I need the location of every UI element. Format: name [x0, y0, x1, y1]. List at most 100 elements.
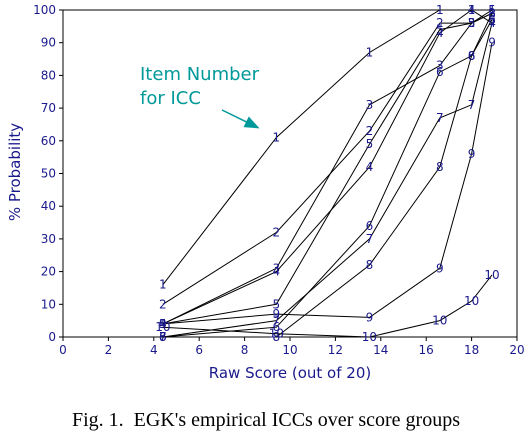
point-label: 10 [155, 320, 170, 334]
point-label: 5 [488, 3, 496, 17]
point-label: 6 [366, 219, 374, 233]
x-tick-label: 2 [105, 343, 113, 357]
plot-frame [62, 9, 518, 338]
series-line [162, 13, 493, 338]
point-label: 10 [464, 294, 479, 308]
point-label: 1 [159, 278, 167, 292]
point-label: 4 [159, 317, 167, 331]
point-label: 6 [436, 65, 444, 79]
point-label: 3 [436, 59, 444, 73]
point-label: 7 [468, 98, 476, 112]
series-line [162, 9, 493, 325]
series-line [162, 42, 493, 325]
point-label: 8 [159, 330, 167, 344]
series-item-10: 10 10 10 10 10 10 [155, 268, 499, 344]
point-label: 2 [436, 16, 444, 30]
point-label: 2 [366, 124, 374, 138]
y-tick-label: 60 [41, 134, 56, 148]
point-label: 5 [468, 16, 476, 30]
point-label: 6 [273, 320, 281, 334]
x-tick-label: 10 [282, 343, 297, 357]
x-tick-label: 16 [419, 343, 434, 357]
point-label: 2 [273, 225, 281, 239]
point-label: 3 [488, 6, 496, 20]
series-item-8: 8 8 8 8 8 8 [159, 6, 496, 344]
x-tick-label: 20 [509, 343, 524, 357]
x-tick-label: 0 [59, 343, 67, 357]
point-label: 9 [273, 307, 281, 321]
point-label: 8 [273, 330, 281, 344]
point-label: 9 [468, 147, 476, 161]
annotation: Item Number for ICC [140, 64, 260, 129]
x-axis-title: Raw Score (out of 20) [209, 364, 371, 382]
point-label: 7 [159, 330, 167, 344]
point-label: 5 [273, 297, 281, 311]
y-tick-label: 10 [41, 297, 56, 311]
y-tick-label: 80 [41, 68, 56, 82]
point-label: 1 [436, 3, 444, 17]
point-label: 7 [488, 16, 496, 30]
series-line [162, 22, 493, 338]
point-label: 3 [366, 98, 374, 112]
point-label: 10 [269, 327, 284, 341]
point-label: 3 [159, 317, 167, 331]
y-tick-label: 90 [41, 36, 56, 50]
point-label: 4 [436, 26, 444, 40]
y-tick-label: 20 [41, 265, 56, 279]
x-tick-label: 18 [464, 343, 479, 357]
series-line [162, 9, 492, 286]
point-label: 6 [488, 13, 496, 27]
point-label: 9 [488, 36, 496, 50]
point-label: 8 [488, 6, 496, 20]
point-label: 10 [362, 330, 377, 344]
point-label: 4 [468, 3, 476, 17]
point-label: 10 [432, 314, 447, 328]
point-label: 2 [488, 6, 496, 20]
point-label: 6 [159, 330, 167, 344]
point-label: 8 [468, 49, 476, 63]
point-label: 7 [366, 232, 374, 246]
point-label: 2 [159, 297, 167, 311]
y-tick-label: 0 [48, 330, 56, 344]
point-label: 8 [436, 160, 444, 174]
point-label: 8 [366, 258, 374, 272]
y-tick-label: 70 [41, 101, 56, 115]
x-tick-label: 14 [373, 343, 388, 357]
x-tick-label: 12 [328, 343, 343, 357]
point-label: 4 [488, 16, 496, 30]
point-label: 9 [159, 317, 167, 331]
point-label: 5 [436, 23, 444, 37]
x-tick-label: 4 [150, 343, 158, 357]
x-tick-label: 8 [241, 343, 249, 357]
point-label: 7 [273, 314, 281, 328]
series-item-7: 7 7 7 7 7 7 [159, 16, 496, 344]
annotation-line-2: for ICC [140, 88, 201, 109]
plot-border [62, 9, 518, 338]
point-label: 7 [436, 111, 444, 125]
point-label: 9 [436, 261, 444, 275]
y-tick-label: 40 [41, 199, 56, 213]
point-label: 5 [159, 317, 167, 331]
y-tick-label: 30 [41, 232, 56, 246]
y-tick-label: 50 [41, 167, 56, 181]
y-tick-label: 100 [33, 3, 56, 17]
point-label: 1 [366, 46, 374, 60]
point-label: 1 [273, 131, 281, 145]
point-label: 1 [488, 3, 496, 17]
point-label: 10 [484, 268, 499, 282]
series-line [162, 9, 493, 325]
series-line [162, 274, 493, 338]
point-label: 3 [273, 261, 281, 275]
point-label: 5 [366, 137, 374, 151]
point-label: 9 [366, 310, 374, 324]
annotation-line-1: Item Number [140, 64, 260, 85]
series-item-9: 9 9 9 9 9 9 [159, 36, 496, 331]
x-tick-label: 6 [195, 343, 203, 357]
annotation-arrow [221, 109, 260, 129]
